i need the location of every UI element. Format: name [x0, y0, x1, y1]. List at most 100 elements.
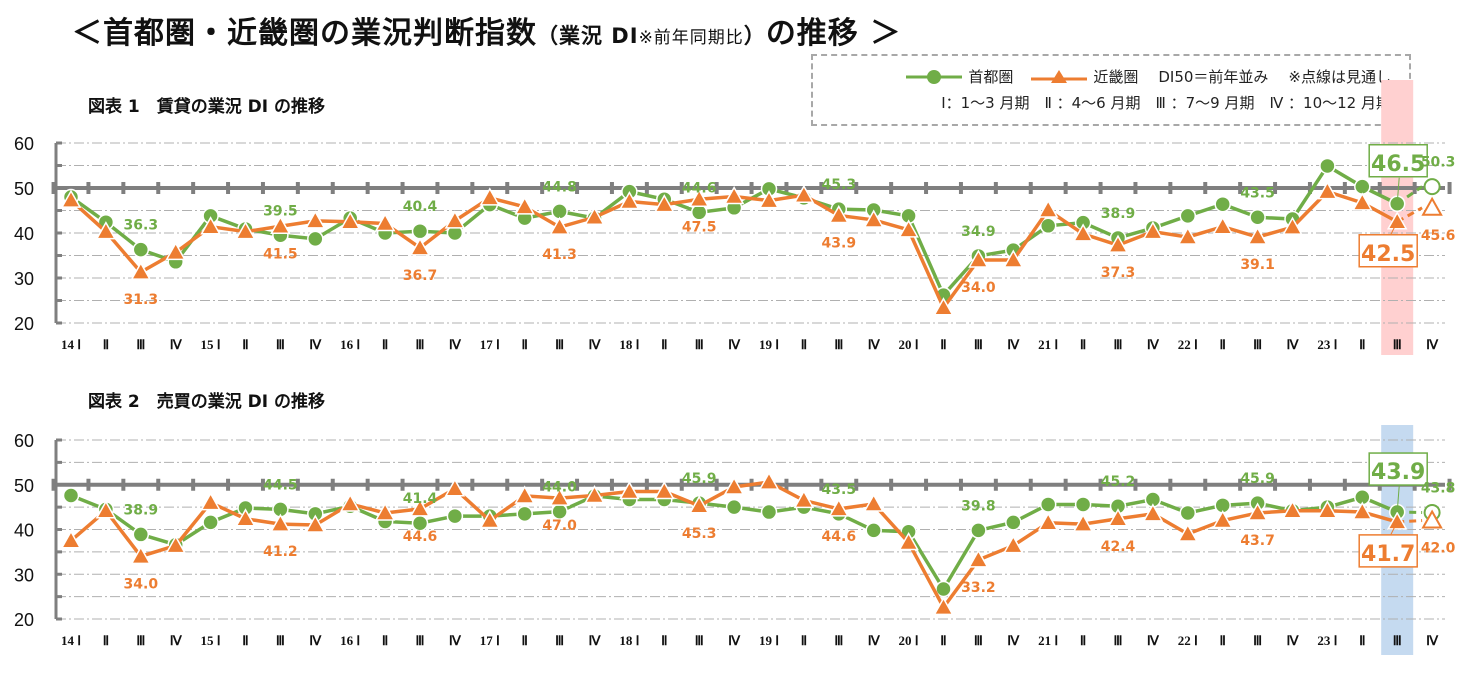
point-series2	[1142, 503, 1164, 522]
x-tick-label: Ⅲ	[555, 633, 564, 648]
point-series2	[584, 206, 605, 225]
legend-series2: 近畿圏	[1093, 68, 1139, 86]
data-label-boxed: 46.5	[1371, 152, 1425, 177]
data-label: 42.0	[1421, 541, 1456, 557]
y-tick-label: 60	[14, 134, 34, 154]
x-tick-label: Ⅱ	[103, 633, 109, 648]
x-tick-label: Ⅱ	[382, 337, 388, 352]
point-series2	[479, 187, 501, 206]
data-label: 39.8	[961, 498, 996, 514]
x-tick-label: 17 Ⅰ	[480, 337, 500, 352]
x-tick-label: 19 Ⅰ	[759, 337, 779, 352]
point-series2	[723, 476, 745, 495]
point-series2	[1072, 513, 1094, 532]
data-label: 41.3	[542, 247, 577, 263]
x-tick-label: Ⅳ	[170, 337, 183, 352]
x-tick-label: Ⅲ	[695, 633, 704, 648]
x-tick-label: Ⅳ	[589, 337, 602, 352]
x-tick-label: Ⅳ	[1007, 633, 1020, 648]
x-tick-label: Ⅲ	[695, 337, 704, 352]
x-tick-label: 17 Ⅰ	[480, 633, 500, 648]
point-series2	[1421, 196, 1443, 216]
data-label: 45.9	[1240, 471, 1275, 487]
point-series2	[95, 500, 117, 519]
x-tick-label: 21 Ⅰ	[1038, 633, 1058, 648]
data-label: 36.3	[124, 218, 159, 234]
data-label-boxed: 41.7	[1361, 542, 1415, 567]
point-series2	[1282, 216, 1303, 235]
point-series2	[165, 535, 186, 554]
annotation-leader	[1396, 177, 1400, 204]
x-tick-label: Ⅲ	[416, 337, 425, 352]
point-series2	[654, 480, 675, 500]
data-label: 44.6	[682, 180, 717, 196]
point-series1	[307, 230, 324, 248]
point-series2	[130, 261, 152, 280]
point-series2	[95, 221, 117, 240]
x-tick-label: 14 Ⅰ	[61, 337, 81, 352]
point-series2	[1037, 512, 1059, 531]
point-series2	[1072, 223, 1094, 242]
point-series2	[549, 487, 570, 506]
point-series2	[270, 513, 291, 532]
y-tick-label: 40	[14, 224, 34, 244]
x-tick-label: Ⅱ	[242, 633, 248, 648]
point-series2	[723, 186, 745, 205]
point-series2	[654, 194, 675, 213]
point-series2	[60, 530, 82, 549]
data-label-boxed: 43.9	[1371, 460, 1425, 485]
point-series2	[758, 471, 780, 490]
x-tick-label: Ⅳ	[1007, 337, 1020, 352]
title-note: ※前年同期比	[638, 28, 744, 48]
point-series2	[793, 489, 815, 509]
point-series2	[1107, 508, 1129, 527]
x-tick-label: Ⅲ	[136, 633, 145, 648]
data-label: 45.3	[822, 177, 857, 193]
data-label: 43.8	[1421, 480, 1456, 496]
data-label: 33.2	[961, 580, 996, 596]
point-series2	[1386, 211, 1408, 230]
data-label: 40.4	[403, 199, 438, 215]
point-series2	[619, 480, 640, 500]
x-tick-label: 22 Ⅰ	[1178, 633, 1198, 648]
x-tick-label: Ⅱ	[801, 633, 807, 648]
data-label: 42.4	[1101, 539, 1136, 555]
data-label: 39.1	[1240, 257, 1275, 273]
x-tick-label: Ⅱ	[940, 337, 946, 352]
point-series2	[444, 210, 466, 229]
point-series1	[725, 498, 743, 516]
title-paren: （業況 DI	[537, 24, 639, 48]
point-series2	[828, 204, 850, 224]
point-series1	[690, 204, 708, 221]
x-tick-label: Ⅲ	[416, 633, 425, 648]
point-series2	[514, 485, 535, 504]
annotation-box	[1358, 534, 1418, 568]
point-series1	[411, 222, 429, 240]
data-label: 39.5	[263, 203, 298, 219]
point-series2	[968, 249, 989, 268]
legend-series1: 首都圏	[968, 68, 1014, 86]
x-tick-label: 14 Ⅰ	[61, 633, 81, 648]
point-series2	[1212, 510, 1233, 529]
y-tick-label: 30	[14, 269, 34, 289]
data-label: 45.3	[682, 526, 717, 542]
point-series2	[60, 189, 82, 208]
point-series2	[339, 211, 361, 230]
point-series2	[1247, 226, 1268, 245]
data-label-boxed: 42.5	[1361, 242, 1415, 267]
x-tick-label: Ⅱ	[103, 337, 109, 352]
x-tick-label: Ⅲ	[1393, 633, 1402, 648]
point-series2	[409, 498, 431, 517]
annotation-leader	[1396, 486, 1400, 513]
x-tick-label: 20 Ⅰ	[899, 633, 919, 648]
annotation-box	[1368, 144, 1428, 178]
point-series1	[935, 580, 952, 598]
point-series1	[516, 505, 533, 523]
point-series2	[828, 498, 850, 517]
x-tick-label: Ⅱ	[382, 633, 388, 648]
point-series2	[374, 213, 396, 232]
x-tick-label: Ⅱ	[801, 337, 807, 352]
x-tick-label: Ⅱ	[1219, 633, 1225, 648]
point-series2	[1037, 199, 1059, 218]
point-series1	[970, 522, 987, 539]
